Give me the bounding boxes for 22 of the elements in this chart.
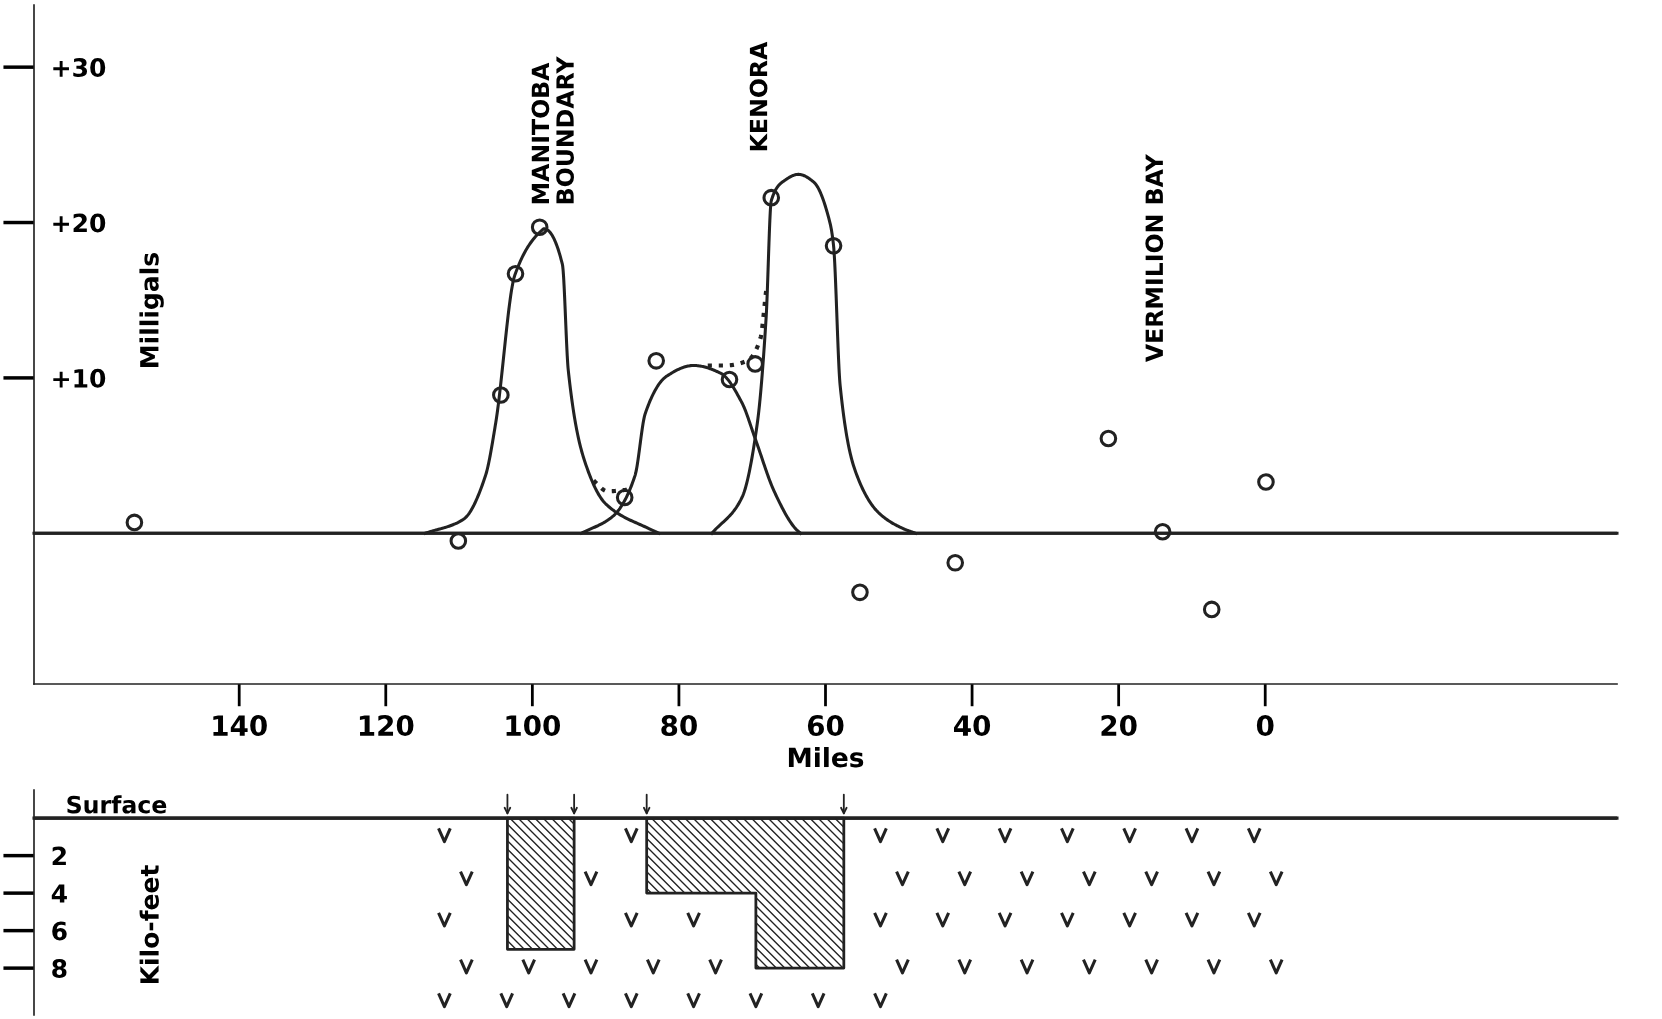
x-tick-label: 0 <box>1256 715 1274 737</box>
y-tick-label: 8 <box>52 959 67 978</box>
y-tick-label: +20 <box>53 213 106 233</box>
x-tick-label: 60 <box>807 715 844 737</box>
y-tick-label: 4 <box>51 884 67 903</box>
annotation: MANITOBA BOUNDARY <box>531 56 574 204</box>
ref-line-label: Surface <box>67 795 167 814</box>
x-tick-label: 80 <box>661 715 697 737</box>
annotation: VERMILION BAY <box>1145 154 1164 363</box>
x-tick-label: 20 <box>1101 715 1137 737</box>
x-tick-label: 120 <box>359 715 414 737</box>
y-axis-title: Kilo-feet <box>139 865 159 984</box>
x-tick-label: 100 <box>506 715 561 737</box>
y-axis-title: Milligals <box>139 253 164 367</box>
annotation: KENORA <box>749 41 768 151</box>
y-tick-label: +10 <box>53 368 106 388</box>
x-tick-label: 140 <box>213 715 267 737</box>
y-tick-label: 2 <box>52 846 66 866</box>
x-axis-title: Miles <box>788 746 864 768</box>
y-tick-label: 6 <box>52 921 67 941</box>
x-tick-label: 40 <box>954 715 991 737</box>
y-tick-label: +30 <box>53 58 106 77</box>
